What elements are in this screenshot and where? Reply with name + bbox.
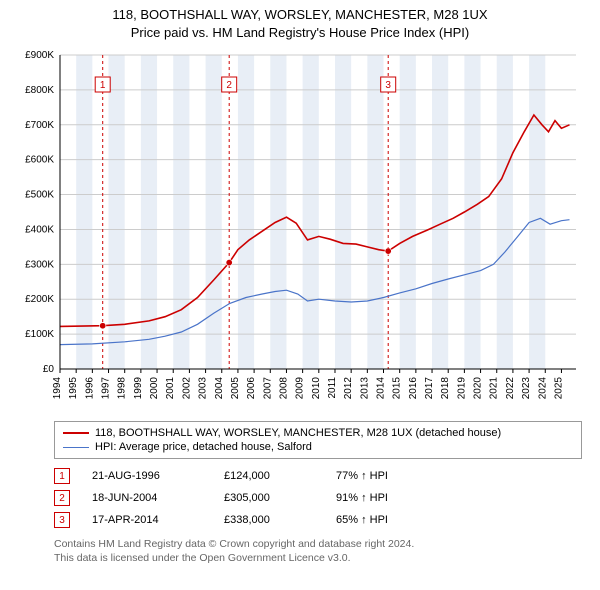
svg-text:£0: £0 xyxy=(43,364,55,375)
svg-text:2016: 2016 xyxy=(408,377,419,400)
svg-text:£200K: £200K xyxy=(25,294,54,305)
svg-text:2003: 2003 xyxy=(198,377,209,400)
svg-text:2024: 2024 xyxy=(537,377,548,400)
svg-text:1995: 1995 xyxy=(68,377,79,400)
svg-text:1994: 1994 xyxy=(52,377,63,400)
svg-text:2015: 2015 xyxy=(392,377,403,400)
svg-text:2008: 2008 xyxy=(278,377,289,400)
svg-text:2005: 2005 xyxy=(230,377,241,400)
svg-text:£800K: £800K xyxy=(25,85,54,96)
legend-label: HPI: Average price, detached house, Salf… xyxy=(95,441,312,453)
title-line-2: Price paid vs. HM Land Registry's House … xyxy=(6,24,594,42)
svg-text:2013: 2013 xyxy=(359,377,370,400)
sales-table: 1 21-AUG-1996 £124,000 77% ↑ HPI 2 18-JUN-200… xyxy=(54,465,582,531)
sale-row: 2 18-JUN-2004 £305,000 91% ↑ HPI xyxy=(54,487,582,509)
chart-title-block: 118, BOOTHSHALL WAY, WORSLEY, MANCHESTER… xyxy=(6,6,594,41)
svg-text:1997: 1997 xyxy=(101,377,112,400)
sale-price: £338,000 xyxy=(224,514,314,526)
sale-pct-vs-hpi: 91% ↑ HPI xyxy=(336,492,446,504)
svg-text:2012: 2012 xyxy=(343,377,354,400)
sale-date: 18-JUN-2004 xyxy=(92,492,202,504)
sale-price: £124,000 xyxy=(224,470,314,482)
svg-text:2021: 2021 xyxy=(489,377,500,400)
svg-text:2002: 2002 xyxy=(181,377,192,400)
legend-swatch xyxy=(63,432,89,434)
svg-text:1999: 1999 xyxy=(133,377,144,400)
chart-area: £0 £100K £200K £300K £400K £500K £600K £700K £80… xyxy=(12,47,588,417)
footnote-line-2: This data is licensed under the Open Gov… xyxy=(54,551,582,565)
svg-text:2010: 2010 xyxy=(311,377,322,400)
svg-text:£300K: £300K xyxy=(25,259,54,270)
svg-text:£500K: £500K xyxy=(25,190,54,201)
legend-item: HPI: Average price, detached house, Salf… xyxy=(63,440,573,454)
svg-text:2011: 2011 xyxy=(327,377,338,399)
svg-text:1996: 1996 xyxy=(84,377,95,400)
legend-item: 118, BOOTHSHALL WAY, WORSLEY, MANCHESTER… xyxy=(63,426,573,440)
svg-text:2018: 2018 xyxy=(440,377,451,400)
sale-marker-box: 2 xyxy=(54,490,70,506)
svg-text:2014: 2014 xyxy=(376,377,387,400)
sale-date: 21-AUG-1996 xyxy=(92,470,202,482)
svg-text:2020: 2020 xyxy=(473,377,484,400)
svg-text:2009: 2009 xyxy=(295,377,306,400)
chart-legend: 118, BOOTHSHALL WAY, WORSLEY, MANCHESTER… xyxy=(54,421,582,459)
sale-row: 3 17-APR-2014 £338,000 65% ↑ HPI xyxy=(54,509,582,531)
svg-text:2: 2 xyxy=(226,80,232,91)
svg-text:£100K: £100K xyxy=(25,329,54,340)
svg-text:2022: 2022 xyxy=(505,377,516,400)
svg-text:2006: 2006 xyxy=(246,377,257,400)
svg-text:£900K: £900K xyxy=(25,50,54,61)
svg-text:2004: 2004 xyxy=(214,377,225,400)
sale-marker-box: 3 xyxy=(54,512,70,528)
svg-text:£600K: £600K xyxy=(25,155,54,166)
sale-pct-vs-hpi: 65% ↑ HPI xyxy=(336,514,446,526)
svg-text:2017: 2017 xyxy=(424,377,435,400)
svg-text:£700K: £700K xyxy=(25,120,54,131)
svg-text:2007: 2007 xyxy=(262,377,273,400)
sale-date: 17-APR-2014 xyxy=(92,514,202,526)
footnote: Contains HM Land Registry data © Crown c… xyxy=(54,537,582,565)
sale-marker-box: 1 xyxy=(54,468,70,484)
legend-swatch xyxy=(63,447,89,448)
title-line-1: 118, BOOTHSHALL WAY, WORSLEY, MANCHESTER… xyxy=(6,6,594,24)
sale-price: £305,000 xyxy=(224,492,314,504)
legend-label: 118, BOOTHSHALL WAY, WORSLEY, MANCHESTER… xyxy=(95,427,501,439)
svg-text:3: 3 xyxy=(385,80,391,91)
svg-text:1998: 1998 xyxy=(117,377,128,400)
footnote-line-1: Contains HM Land Registry data © Crown c… xyxy=(54,537,582,551)
svg-text:£400K: £400K xyxy=(25,225,54,236)
svg-text:2025: 2025 xyxy=(553,377,564,400)
svg-text:2019: 2019 xyxy=(456,377,467,400)
sale-pct-vs-hpi: 77% ↑ HPI xyxy=(336,470,446,482)
svg-text:1: 1 xyxy=(100,80,106,91)
price-chart-svg: £0 £100K £200K £300K £400K £500K £600K £700K £80… xyxy=(12,47,588,417)
svg-text:2023: 2023 xyxy=(521,377,532,400)
svg-text:2000: 2000 xyxy=(149,377,160,400)
sale-row: 1 21-AUG-1996 £124,000 77% ↑ HPI xyxy=(54,465,582,487)
svg-text:2001: 2001 xyxy=(165,377,176,400)
